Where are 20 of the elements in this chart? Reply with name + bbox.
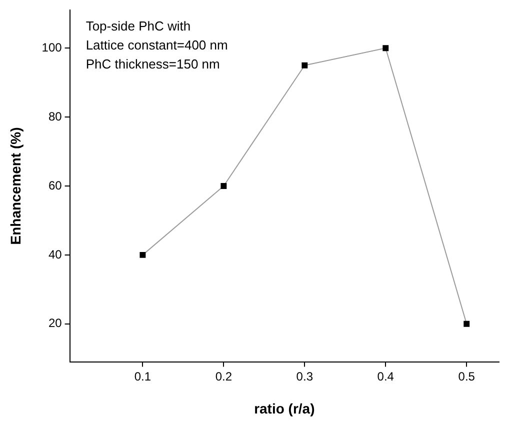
x-tick-label: 0.2: [215, 369, 232, 384]
point: [464, 320, 470, 327]
y-tick-label: 60: [48, 178, 62, 192]
x-tick-label: 0.1: [134, 369, 152, 384]
x-tick-label: 0.3: [296, 369, 314, 384]
y-axis-title: Enhancement (%): [7, 127, 24, 245]
y-tick-label: 100: [42, 40, 62, 54]
y-tick-label: 80: [48, 109, 62, 124]
point: [220, 183, 227, 189]
point: [140, 252, 146, 258]
x-tick-label: 0.5: [458, 369, 476, 384]
point: [382, 45, 389, 52]
annotation: Lattice constant=400 nm: [86, 37, 228, 52]
annotation: PhC thickness=150 nm: [86, 56, 220, 72]
point: [302, 62, 308, 68]
y-tick-label: 20: [48, 316, 62, 330]
x-tick-label: 0.4: [377, 369, 394, 384]
y-tick-label: 40: [48, 247, 62, 262]
x-axis-title: ratio (r/a): [254, 400, 315, 416]
annotation: Top-side PhC with: [86, 18, 191, 34]
